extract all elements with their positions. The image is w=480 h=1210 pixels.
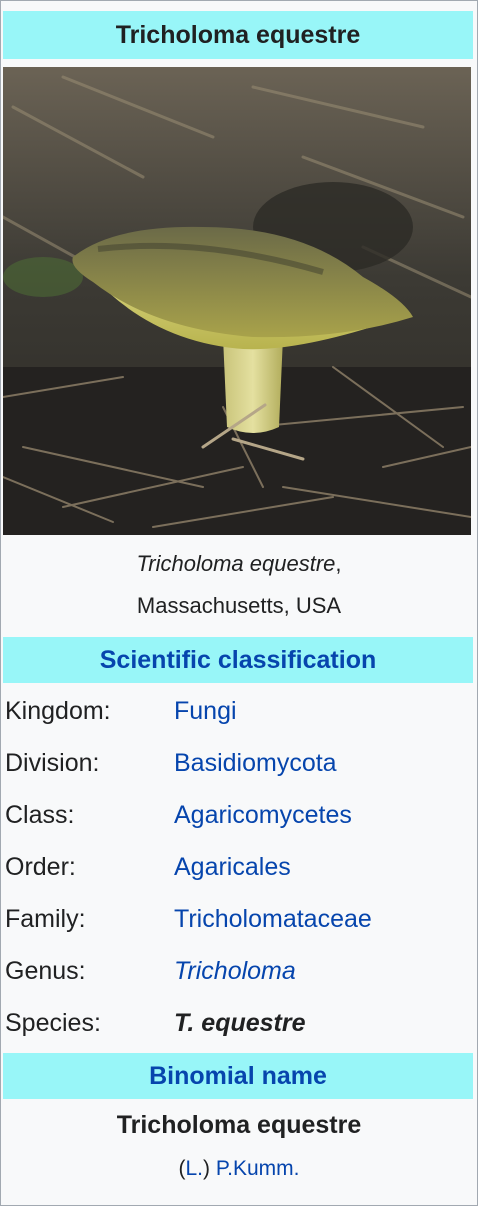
- specimen-photo[interactable]: [3, 67, 471, 535]
- taxon-link-genus[interactable]: Tricholoma: [174, 957, 296, 985]
- taxon-rank-label: Genus:: [5, 957, 86, 985]
- image-caption-line-1: Tricholoma equestre,: [1, 551, 477, 577]
- taxon-row-genus: Genus: Tricholoma: [1, 957, 477, 1009]
- taxon-link-order[interactable]: Agaricales: [174, 853, 291, 881]
- taxon-link-division[interactable]: Basidiomycota: [174, 749, 337, 777]
- taxon-rank-label: Family:: [5, 905, 86, 933]
- taxon-rank-label: Species:: [5, 1009, 101, 1037]
- close-paren: ): [203, 1157, 210, 1180]
- taxon-row-family: Family: Tricholomataceae: [1, 905, 477, 957]
- taxon-rank-label: Division:: [5, 749, 100, 777]
- binomial-authority: (L.) P.Kumm.: [1, 1157, 477, 1181]
- taxon-rank-label: Order:: [5, 853, 76, 881]
- caption-species-name: Tricholoma equestre: [136, 551, 336, 576]
- scientific-classification-header[interactable]: Scientific classification: [3, 637, 473, 683]
- taxon-species-name: T. equestre: [174, 1009, 306, 1037]
- caption-comma: ,: [335, 551, 342, 576]
- taxon-link-class[interactable]: Agaricomycetes: [174, 801, 352, 829]
- taxon-row-kingdom: Kingdom: Fungi: [1, 697, 477, 749]
- image-caption-line-2: Massachusetts, USA: [136, 593, 342, 618]
- taxon-row-order: Order: Agaricales: [1, 853, 477, 905]
- taxon-rank-label: Class:: [5, 801, 75, 829]
- taxon-link-kingdom[interactable]: Fungi: [174, 697, 237, 725]
- taxon-row-class: Class: Agaricomycetes: [1, 801, 477, 853]
- taxon-link-family[interactable]: Tricholomataceae: [174, 905, 372, 933]
- taxon-row-division: Division: Basidiomycota: [1, 749, 477, 801]
- author-link-linnaeus[interactable]: L.: [185, 1157, 203, 1180]
- taxon-rank-label: Kingdom:: [5, 697, 111, 725]
- author-link-kummer[interactable]: P.Kumm.: [215, 1157, 300, 1180]
- mushroom-image: [3, 67, 471, 535]
- binomial-name-header[interactable]: Binomial name: [3, 1053, 473, 1099]
- open-paren: (: [178, 1157, 186, 1180]
- taxobox-title: Tricholoma equestre: [3, 11, 473, 59]
- binomial-name: Tricholoma equestre: [116, 1111, 362, 1139]
- taxon-row-species: Species: T. equestre: [1, 1009, 477, 1061]
